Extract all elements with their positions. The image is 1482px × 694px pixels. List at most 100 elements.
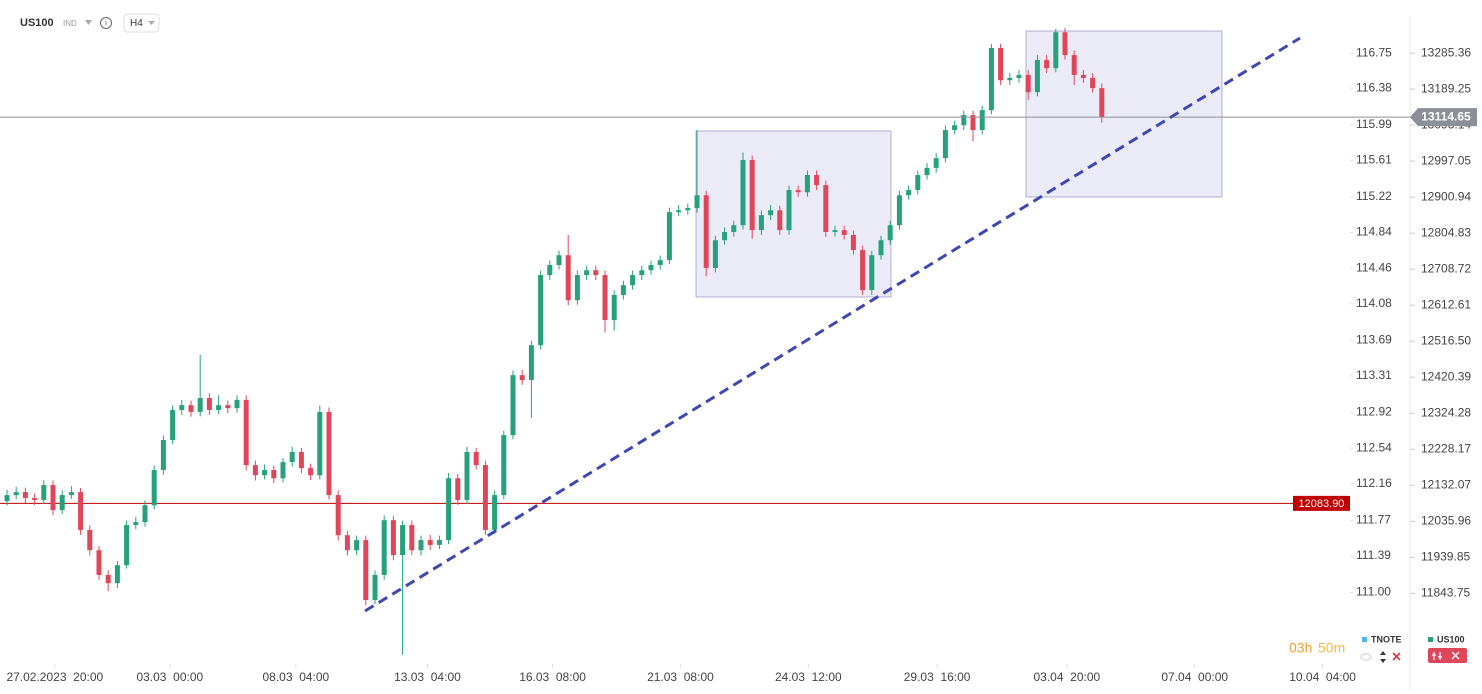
candle-body — [510, 375, 516, 436]
candle-body — [574, 275, 580, 301]
candle-body — [160, 440, 166, 470]
candle-body — [666, 212, 672, 261]
candle-body — [1071, 55, 1077, 75]
y-tick-label: 13189.25 — [1421, 81, 1471, 95]
candle-body — [814, 175, 820, 186]
dropdown-icon[interactable] — [85, 20, 92, 25]
candle-body — [1025, 74, 1031, 93]
candle-body — [722, 231, 728, 241]
y2-tick-label: 112.54 — [1356, 440, 1392, 454]
candle-body — [262, 469, 268, 476]
candle-body — [427, 540, 433, 545]
candle-body — [179, 405, 185, 411]
candle-body — [308, 468, 314, 476]
candle-body — [436, 540, 442, 545]
candle-body — [289, 451, 295, 463]
candle-body — [538, 275, 544, 346]
y2-tick-label: 112.92 — [1356, 405, 1392, 419]
candle-body — [961, 115, 967, 126]
y-tick-label: 12612.61 — [1421, 297, 1471, 311]
y2-tick-label: 115.61 — [1356, 152, 1392, 166]
y2-tick-label: 111.77 — [1356, 512, 1391, 526]
dropdown-icon — [148, 21, 155, 25]
candle-body — [344, 535, 350, 551]
candle-body — [50, 484, 56, 511]
candle-body — [1007, 77, 1013, 81]
y2-tick-label: 111.00 — [1356, 585, 1391, 599]
candle-body — [216, 405, 222, 411]
candle-body — [473, 451, 479, 466]
y-tick-label: 12035.96 — [1421, 514, 1471, 528]
candle-body — [105, 574, 111, 584]
candle-body — [446, 478, 452, 541]
candle-body — [547, 264, 553, 276]
market: IND — [63, 19, 77, 28]
y2-tick-label: 114.84 — [1356, 225, 1392, 239]
remove-icon[interactable] — [1392, 652, 1401, 661]
candle-body — [298, 451, 304, 469]
candle-body — [832, 230, 838, 232]
y2-tick-label: 116.38 — [1356, 80, 1392, 94]
candle-body — [96, 550, 102, 575]
candle-body — [685, 208, 691, 211]
candle-body — [133, 522, 139, 526]
button-icons — [1432, 651, 1460, 660]
candle-body — [878, 240, 884, 256]
x-tick-label: 13.03 04:00 — [394, 670, 461, 684]
candle-body — [1062, 32, 1068, 56]
candle-body — [206, 398, 212, 411]
candle-body — [676, 210, 682, 213]
legend-label: US100 — [1437, 634, 1465, 644]
x-tick-label: 16.03 08:00 — [519, 670, 586, 684]
eye-icon[interactable] — [1360, 653, 1372, 661]
order-icon[interactable] — [1380, 651, 1386, 663]
last-price-label: 13114.65 — [1421, 110, 1471, 124]
candle-body — [823, 185, 829, 232]
y2-tick-label: 112.16 — [1356, 476, 1392, 490]
candle-body — [317, 411, 323, 476]
candle-body — [326, 411, 332, 496]
level-label-bg — [1293, 495, 1350, 511]
candle-body — [694, 195, 700, 209]
candle-body — [151, 469, 157, 506]
candle-body — [1044, 59, 1050, 69]
candle-body — [170, 410, 176, 440]
series-button[interactable] — [1428, 648, 1467, 663]
info-glyph: i — [105, 19, 107, 28]
candle-body — [114, 565, 120, 584]
candle-body — [556, 255, 562, 265]
candle-body — [41, 484, 47, 500]
timeframe-button[interactable] — [123, 13, 160, 33]
candle-body — [418, 540, 424, 551]
timeframe: H4 — [130, 18, 143, 29]
candle-body — [887, 225, 893, 241]
candle-body — [942, 130, 948, 159]
y2-tick-label: 113.69 — [1356, 332, 1392, 346]
candle-body — [271, 469, 277, 479]
candle-body — [758, 215, 764, 231]
candle-body — [381, 520, 387, 575]
info-icon[interactable] — [100, 17, 112, 29]
y-tick-label: 11843.75 — [1421, 586, 1470, 600]
candle-body — [528, 345, 534, 381]
candle-body — [519, 375, 525, 381]
candle-body — [850, 234, 856, 250]
candle-body — [280, 462, 286, 479]
candle-body — [78, 492, 84, 530]
candle-body — [924, 167, 930, 176]
y2-tick-label: 114.46 — [1356, 260, 1392, 274]
candle-body — [611, 294, 617, 321]
x-tick-label: 08.03 04:00 — [263, 670, 330, 684]
candle-body — [1034, 59, 1040, 93]
candle-body — [804, 175, 810, 193]
candle-body — [409, 525, 415, 551]
candle-body — [768, 210, 774, 216]
candle-body — [970, 115, 976, 131]
candle-body — [1090, 77, 1096, 89]
level-label: 12083.90 — [1299, 498, 1345, 510]
countdown-hours: 03h — [1289, 640, 1312, 656]
candle-body — [455, 478, 461, 500]
candle-body — [860, 249, 866, 291]
y2-tick-label: 115.22 — [1356, 189, 1392, 203]
